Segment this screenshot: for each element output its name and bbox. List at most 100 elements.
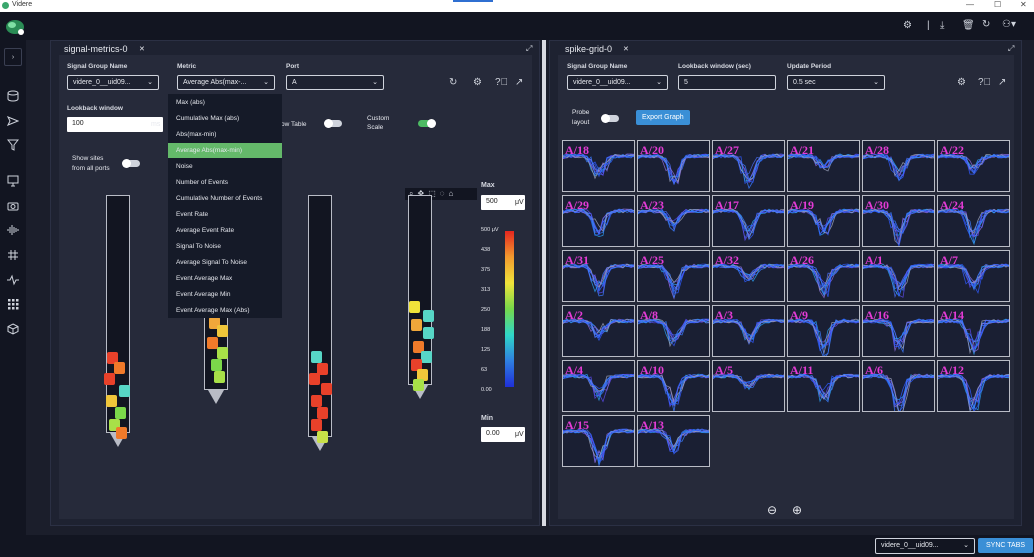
recording-site[interactable]: [106, 395, 117, 407]
spike-channel-cell[interactable]: A/29: [562, 195, 635, 247]
metric-option[interactable]: Cumulative Number of Events: [176, 195, 263, 202]
spike-channel-cell[interactable]: A/30: [862, 195, 935, 247]
bottom-group-select[interactable]: videre_0__uid09... ⌄: [875, 538, 975, 554]
spike-channel-cell[interactable]: A/3: [712, 305, 785, 357]
recording-site[interactable]: [109, 419, 120, 431]
recording-site[interactable]: [423, 327, 434, 339]
help-icon[interactable]: ?⃝: [495, 77, 509, 88]
pulse-icon[interactable]: [4, 271, 22, 289]
spike-channel-cell[interactable]: A/9: [787, 305, 860, 357]
maximize-panel-icon[interactable]: ⤢: [526, 44, 533, 53]
max-input[interactable]: 500: [481, 195, 525, 210]
recording-site[interactable]: [114, 362, 125, 374]
spike-channel-cell[interactable]: A/19: [787, 195, 860, 247]
monitor-icon[interactable]: [4, 172, 22, 190]
recording-site[interactable]: [217, 325, 228, 337]
metric-option[interactable]: Signal To Noise: [176, 243, 222, 250]
recording-site[interactable]: [104, 373, 115, 385]
spike-channel-cell[interactable]: A/28: [862, 140, 935, 192]
pan-icon[interactable]: ✥: [417, 189, 425, 198]
recording-site[interactable]: [317, 407, 328, 419]
panel-splitter[interactable]: [542, 40, 546, 526]
spike-channel-cell[interactable]: A/32: [712, 250, 785, 302]
lookback-input[interactable]: 100: [67, 117, 163, 132]
probe-layout-toggle[interactable]: [601, 114, 619, 123]
camera-icon[interactable]: [4, 197, 22, 215]
spike-channel-cell[interactable]: A/8: [637, 305, 710, 357]
spike-channel-cell[interactable]: A/23: [637, 195, 710, 247]
spike-channel-cell[interactable]: A/12: [937, 360, 1010, 412]
port-select[interactable]: A ⌄: [286, 75, 384, 90]
spike-channel-cell[interactable]: A/27: [712, 140, 785, 192]
recording-site[interactable]: [116, 427, 127, 439]
spike-channel-cell[interactable]: A/13: [637, 415, 710, 467]
spike-channel-cell[interactable]: A/20: [637, 140, 710, 192]
metric-option[interactable]: Abs(max-min): [176, 131, 217, 138]
metric-option[interactable]: Noise: [176, 163, 193, 170]
user-icon[interactable]: ⚇▾: [1002, 19, 1016, 30]
open-external-icon[interactable]: ↗: [998, 77, 1007, 88]
cube-icon[interactable]: [4, 320, 22, 338]
metric-option[interactable]: Average Abs(max-min): [168, 143, 282, 158]
spike-channel-cell[interactable]: A/16: [862, 305, 935, 357]
recording-site[interactable]: [115, 407, 126, 419]
spike-channel-cell[interactable]: A/21: [787, 140, 860, 192]
metric-option[interactable]: Max (abs): [176, 99, 205, 106]
tab-signal-metrics[interactable]: signal-metrics-0: [64, 44, 128, 54]
minimize-button[interactable]: —: [966, 0, 974, 9]
spike-channel-cell[interactable]: A/25: [637, 250, 710, 302]
apps-grid-icon[interactable]: [4, 295, 22, 313]
recording-site[interactable]: [413, 341, 424, 353]
spike-channel-cell[interactable]: A/22: [937, 140, 1010, 192]
metric-option[interactable]: Event Average Max (Abs): [176, 307, 250, 314]
recording-site[interactable]: [413, 379, 424, 391]
grid-hash-icon[interactable]: [4, 246, 22, 264]
select-icon[interactable]: ⬚: [428, 189, 436, 198]
spike-channel-cell[interactable]: A/26: [787, 250, 860, 302]
spike-channel-cell[interactable]: A/15: [562, 415, 635, 467]
refresh-icon[interactable]: ↻: [449, 77, 458, 88]
signal-group-select[interactable]: videre_0__uid09... ⌄: [567, 75, 668, 90]
close-tab-icon[interactable]: ✕: [623, 46, 629, 53]
update-period-select[interactable]: 0.5 sec ⌄: [787, 75, 885, 90]
recording-site[interactable]: [411, 319, 422, 331]
close-tab-icon[interactable]: ✕: [139, 46, 145, 53]
show-sites-toggle[interactable]: [122, 159, 140, 168]
settings-icon[interactable]: ⚙: [473, 77, 482, 88]
trash-icon[interactable]: 🗑: [962, 20, 975, 31]
recording-site[interactable]: [409, 301, 420, 313]
spike-channel-cell[interactable]: A/17: [712, 195, 785, 247]
metric-option[interactable]: Event Average Min: [176, 291, 231, 298]
spike-channel-cell[interactable]: A/18: [562, 140, 635, 192]
recording-site[interactable]: [417, 369, 428, 381]
recording-site[interactable]: [209, 317, 220, 329]
home-icon[interactable]: ⌂: [448, 189, 454, 198]
send-icon[interactable]: [4, 112, 22, 130]
metric-option[interactable]: Average Event Rate: [176, 227, 235, 234]
recording-site[interactable]: [311, 419, 322, 431]
database-icon[interactable]: [4, 87, 22, 105]
spike-channel-cell[interactable]: A/14: [937, 305, 1010, 357]
lookback-input[interactable]: 5: [678, 75, 776, 90]
show-table-toggle[interactable]: [324, 119, 342, 128]
recording-site[interactable]: [423, 310, 434, 322]
zoom-out-icon[interactable]: ⊖: [767, 503, 778, 517]
recording-site[interactable]: [421, 351, 432, 363]
signal-group-select[interactable]: videre_0__uid09... ⌄: [67, 75, 159, 90]
recording-site[interactable]: [317, 363, 328, 375]
download-icon[interactable]: ⤓: [940, 20, 945, 31]
recording-site[interactable]: [107, 352, 118, 364]
metric-option[interactable]: Average Signal To Noise: [176, 259, 247, 266]
spike-channel-cell[interactable]: A/1: [862, 250, 935, 302]
gear-icon[interactable]: ⚙: [903, 20, 912, 31]
recording-site[interactable]: [309, 373, 320, 385]
spike-channel-cell[interactable]: A/7: [937, 250, 1010, 302]
lasso-icon[interactable]: ◌: [439, 189, 445, 198]
recording-site[interactable]: [119, 385, 130, 397]
open-external-icon[interactable]: ↗: [515, 77, 524, 88]
zoom-icon[interactable]: ⌕: [409, 189, 414, 198]
min-input[interactable]: 0.00: [481, 427, 525, 442]
recording-site[interactable]: [217, 347, 228, 359]
metric-option[interactable]: Event Rate: [176, 211, 209, 218]
help-icon[interactable]: ?⃝: [978, 77, 992, 88]
